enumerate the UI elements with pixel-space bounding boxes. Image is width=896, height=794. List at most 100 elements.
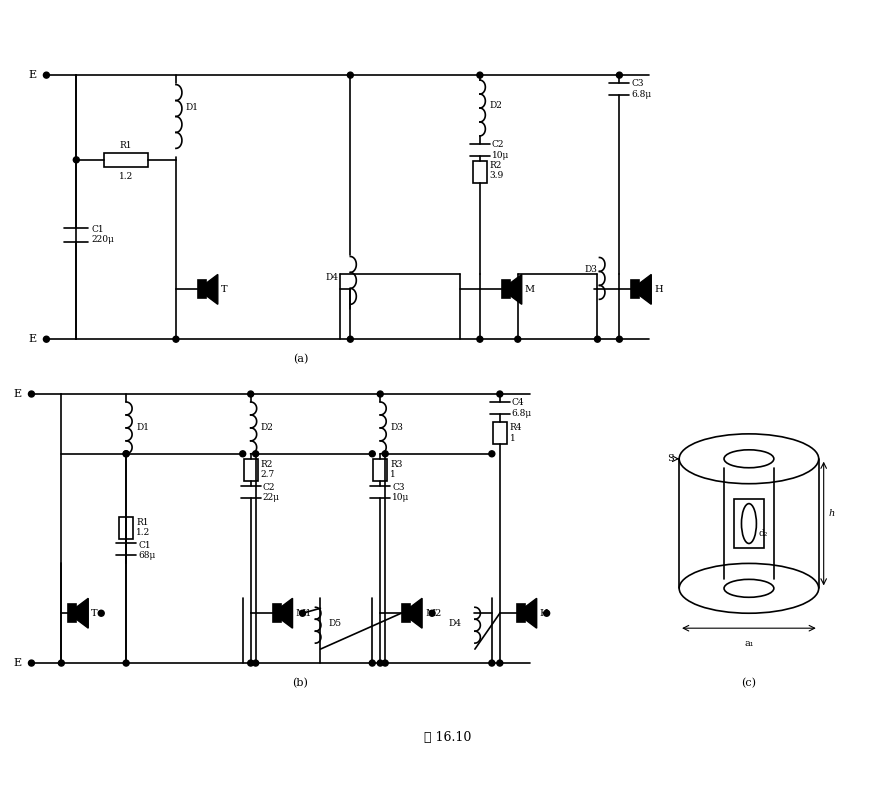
Circle shape (477, 72, 483, 78)
Bar (104, 153, 148, 167)
Circle shape (496, 391, 503, 397)
Circle shape (377, 660, 383, 666)
Text: C3
6.8μ: C3 6.8μ (632, 79, 651, 98)
Circle shape (253, 660, 259, 666)
Text: T: T (91, 609, 98, 618)
Circle shape (123, 451, 129, 457)
Text: C2
10μ: C2 10μ (492, 141, 509, 160)
Polygon shape (280, 599, 293, 628)
Text: h: h (829, 509, 835, 518)
Text: M2: M2 (425, 609, 442, 618)
Text: R1: R1 (120, 141, 133, 150)
Circle shape (429, 611, 435, 616)
Text: S: S (668, 454, 674, 463)
Circle shape (383, 660, 388, 666)
Text: M1: M1 (296, 609, 312, 618)
Bar (119, 517, 134, 538)
Bar (198, 280, 206, 299)
Circle shape (43, 72, 49, 78)
Text: (b): (b) (293, 678, 308, 688)
Circle shape (616, 336, 623, 342)
Circle shape (58, 660, 65, 666)
Circle shape (383, 451, 388, 457)
Text: R2
3.9: R2 3.9 (490, 161, 504, 180)
Circle shape (123, 451, 129, 457)
Text: D1: D1 (136, 423, 149, 433)
Text: (a): (a) (293, 354, 308, 364)
Text: C1
220μ: C1 220μ (91, 225, 114, 245)
Polygon shape (410, 599, 422, 628)
Polygon shape (510, 275, 521, 304)
Text: D3: D3 (584, 265, 598, 274)
Text: D2: D2 (490, 101, 503, 110)
Text: E: E (29, 334, 37, 345)
Polygon shape (640, 275, 651, 304)
Bar (734, 499, 764, 549)
Text: D4: D4 (449, 619, 462, 628)
Bar (473, 161, 487, 183)
Text: C2
22μ: C2 22μ (263, 483, 280, 503)
Circle shape (369, 660, 375, 666)
Bar (493, 422, 507, 444)
Circle shape (544, 611, 549, 616)
Circle shape (496, 660, 503, 666)
Circle shape (515, 336, 521, 342)
Text: C3
10μ: C3 10μ (392, 483, 409, 503)
Circle shape (29, 391, 34, 397)
Text: a₁: a₁ (745, 638, 754, 648)
Text: D5: D5 (329, 619, 341, 628)
Circle shape (123, 660, 129, 666)
Bar (272, 604, 280, 622)
Circle shape (253, 451, 259, 457)
Bar (502, 280, 510, 299)
Text: T: T (220, 285, 228, 294)
Circle shape (29, 660, 34, 666)
Text: H: H (654, 285, 663, 294)
Circle shape (348, 72, 353, 78)
Circle shape (173, 336, 179, 342)
Circle shape (489, 660, 495, 666)
Text: D1: D1 (186, 103, 199, 112)
Bar (632, 280, 640, 299)
Text: d₂: d₂ (759, 529, 768, 538)
Circle shape (377, 391, 383, 397)
Text: C4
6.8μ: C4 6.8μ (512, 399, 532, 418)
Text: R1
1.2: R1 1.2 (136, 518, 151, 538)
Circle shape (247, 391, 254, 397)
Bar (68, 604, 76, 622)
Text: C1
68μ: C1 68μ (138, 541, 156, 560)
Circle shape (299, 611, 306, 616)
Text: E: E (13, 658, 22, 668)
Circle shape (594, 336, 600, 342)
Text: D2: D2 (261, 423, 273, 433)
Text: M: M (525, 285, 535, 294)
Text: E: E (29, 70, 37, 80)
Text: (c): (c) (742, 678, 756, 688)
Text: D4: D4 (325, 273, 339, 282)
Circle shape (489, 451, 495, 457)
Circle shape (477, 336, 483, 342)
Circle shape (247, 660, 254, 666)
Text: 1.2: 1.2 (119, 172, 134, 181)
Text: H: H (539, 609, 548, 618)
Text: D3: D3 (390, 423, 403, 433)
Bar (517, 604, 525, 622)
Text: R3
1: R3 1 (390, 460, 402, 480)
Circle shape (240, 451, 246, 457)
Bar (402, 604, 410, 622)
Polygon shape (206, 275, 218, 304)
Circle shape (99, 611, 104, 616)
Circle shape (369, 451, 375, 457)
Bar (374, 459, 387, 480)
Circle shape (348, 336, 353, 342)
Circle shape (616, 72, 623, 78)
Polygon shape (525, 599, 537, 628)
Text: 图 16.10: 图 16.10 (425, 731, 471, 744)
Text: R4
1: R4 1 (510, 423, 522, 442)
Circle shape (73, 157, 79, 163)
Bar (244, 459, 258, 480)
Circle shape (43, 336, 49, 342)
Text: R2
2.7: R2 2.7 (261, 460, 275, 480)
Polygon shape (76, 599, 89, 628)
Text: E: E (13, 389, 22, 399)
